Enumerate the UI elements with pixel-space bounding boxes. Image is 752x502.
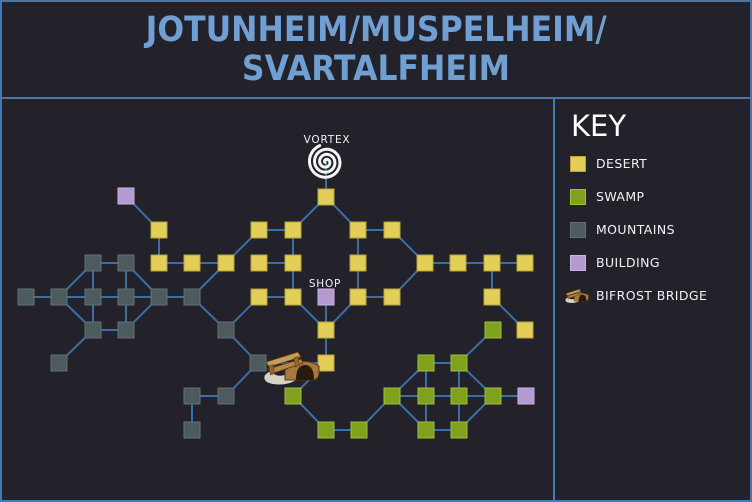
map-node-building bbox=[117, 187, 135, 205]
page-title-line1: JOTUNHEIM/MUSPELHEIM/ bbox=[145, 9, 607, 50]
bifrost-bridge-icon bbox=[565, 288, 589, 303]
map-node-desert bbox=[250, 254, 268, 272]
map-node-mountains bbox=[183, 421, 201, 439]
map-node-desert bbox=[317, 321, 335, 339]
key-item-bridge: BIFROST BRIDGE bbox=[565, 279, 750, 312]
map-node-desert bbox=[349, 288, 367, 306]
map-node-mountains bbox=[84, 321, 102, 339]
key-item-desert: DESERT bbox=[570, 147, 750, 180]
map-node-swamp bbox=[450, 387, 468, 405]
map-node-desert bbox=[150, 254, 168, 272]
map-node-mountains bbox=[183, 288, 201, 306]
map-node-desert bbox=[250, 288, 268, 306]
map-node-mountains bbox=[84, 288, 102, 306]
map-node-swamp bbox=[450, 354, 468, 372]
map-node-building bbox=[517, 387, 535, 405]
key-label-desert: DESERT bbox=[596, 156, 648, 171]
map-node-mountains bbox=[150, 288, 168, 306]
key-item-building: BUILDING bbox=[570, 246, 750, 279]
map-node-mountains bbox=[117, 321, 135, 339]
key-item-swamp: SWAMP bbox=[570, 180, 750, 213]
map-node-desert bbox=[317, 188, 335, 206]
map-node-mountains bbox=[117, 254, 135, 272]
map-node-swamp bbox=[484, 321, 502, 339]
shop-label: SHOP bbox=[309, 278, 341, 290]
map-node-desert bbox=[383, 221, 401, 239]
map-node-mountains bbox=[84, 254, 102, 272]
map-node-desert bbox=[317, 354, 335, 372]
key-bifrost-bridge-icon bbox=[565, 288, 589, 303]
map-node-mountains bbox=[17, 288, 35, 306]
title-bar: JOTUNHEIM/MUSPELHEIM/ SVARTALFHEIM bbox=[2, 2, 750, 99]
map-node-mountains bbox=[50, 288, 68, 306]
vortex-icon bbox=[308, 144, 342, 179]
map-node-desert bbox=[284, 221, 302, 239]
world-map-canvas: VORTEX SHOP bbox=[17, 134, 535, 439]
key-swatch-swamp bbox=[570, 188, 586, 205]
map-node-swamp bbox=[284, 387, 302, 405]
map-node-mountains bbox=[117, 288, 135, 306]
map-node-swamp bbox=[383, 387, 401, 405]
map-node-desert bbox=[483, 254, 501, 272]
key-label-building: BUILDING bbox=[596, 255, 660, 270]
key-bridge-icon-wrap bbox=[565, 287, 589, 305]
key-swatch-building bbox=[570, 254, 586, 271]
map-node-desert bbox=[483, 288, 501, 306]
page-title-line2: SVARTALFHEIM bbox=[241, 48, 511, 89]
key-label-bridge: BIFROST BRIDGE bbox=[596, 288, 708, 303]
map-node-swamp bbox=[417, 387, 435, 405]
map-node-desert bbox=[383, 288, 401, 306]
map-node-swamp bbox=[484, 387, 502, 405]
map-node-desert bbox=[416, 254, 434, 272]
map-node-desert bbox=[516, 321, 534, 339]
map-node-desert bbox=[183, 254, 201, 272]
key-title: KEY bbox=[571, 109, 627, 143]
key-swatch-desert bbox=[570, 155, 586, 172]
map-node-desert bbox=[349, 254, 367, 272]
key-swatch-mountains bbox=[570, 221, 586, 238]
map-panel: VORTEX SHOP bbox=[2, 99, 553, 500]
map-node-desert bbox=[250, 221, 268, 239]
map-node-desert bbox=[349, 221, 367, 239]
map-node-desert bbox=[150, 221, 168, 239]
map-node-desert bbox=[516, 254, 534, 272]
map-node-building bbox=[317, 288, 335, 306]
map-node-mountains bbox=[217, 321, 235, 339]
map-node-swamp bbox=[417, 354, 435, 372]
key-list: DESERT SWAMP MOUNTAINS BUILDING BIFROST BRID… bbox=[565, 147, 750, 312]
key-panel: KEY DESERT SWAMP MOUNTAINS BUILDING BIFROST … bbox=[553, 99, 750, 500]
map-node-swamp bbox=[350, 421, 368, 439]
map-node-desert bbox=[284, 254, 302, 272]
bifrost-bridge-icon bbox=[264, 351, 320, 385]
map-node-mountains bbox=[50, 354, 68, 372]
map-node-swamp bbox=[450, 421, 468, 439]
map-node-swamp bbox=[417, 421, 435, 439]
key-label-mountains: MOUNTAINS bbox=[596, 222, 675, 237]
map-node-desert bbox=[449, 254, 467, 272]
map-node-mountains bbox=[183, 387, 201, 405]
key-label-swamp: SWAMP bbox=[596, 189, 645, 204]
map-node-swamp bbox=[317, 421, 335, 439]
map-node-desert bbox=[217, 254, 235, 272]
map-node-desert bbox=[284, 288, 302, 306]
map-node-mountains bbox=[217, 387, 235, 405]
vortex-label: VORTEX bbox=[304, 134, 351, 146]
key-item-mountains: MOUNTAINS bbox=[570, 213, 750, 246]
content-area: VORTEX SHOP KEY DESERT SWAMP MOUNTAINS BUILD… bbox=[2, 99, 750, 500]
map-node-mountains bbox=[249, 354, 267, 372]
